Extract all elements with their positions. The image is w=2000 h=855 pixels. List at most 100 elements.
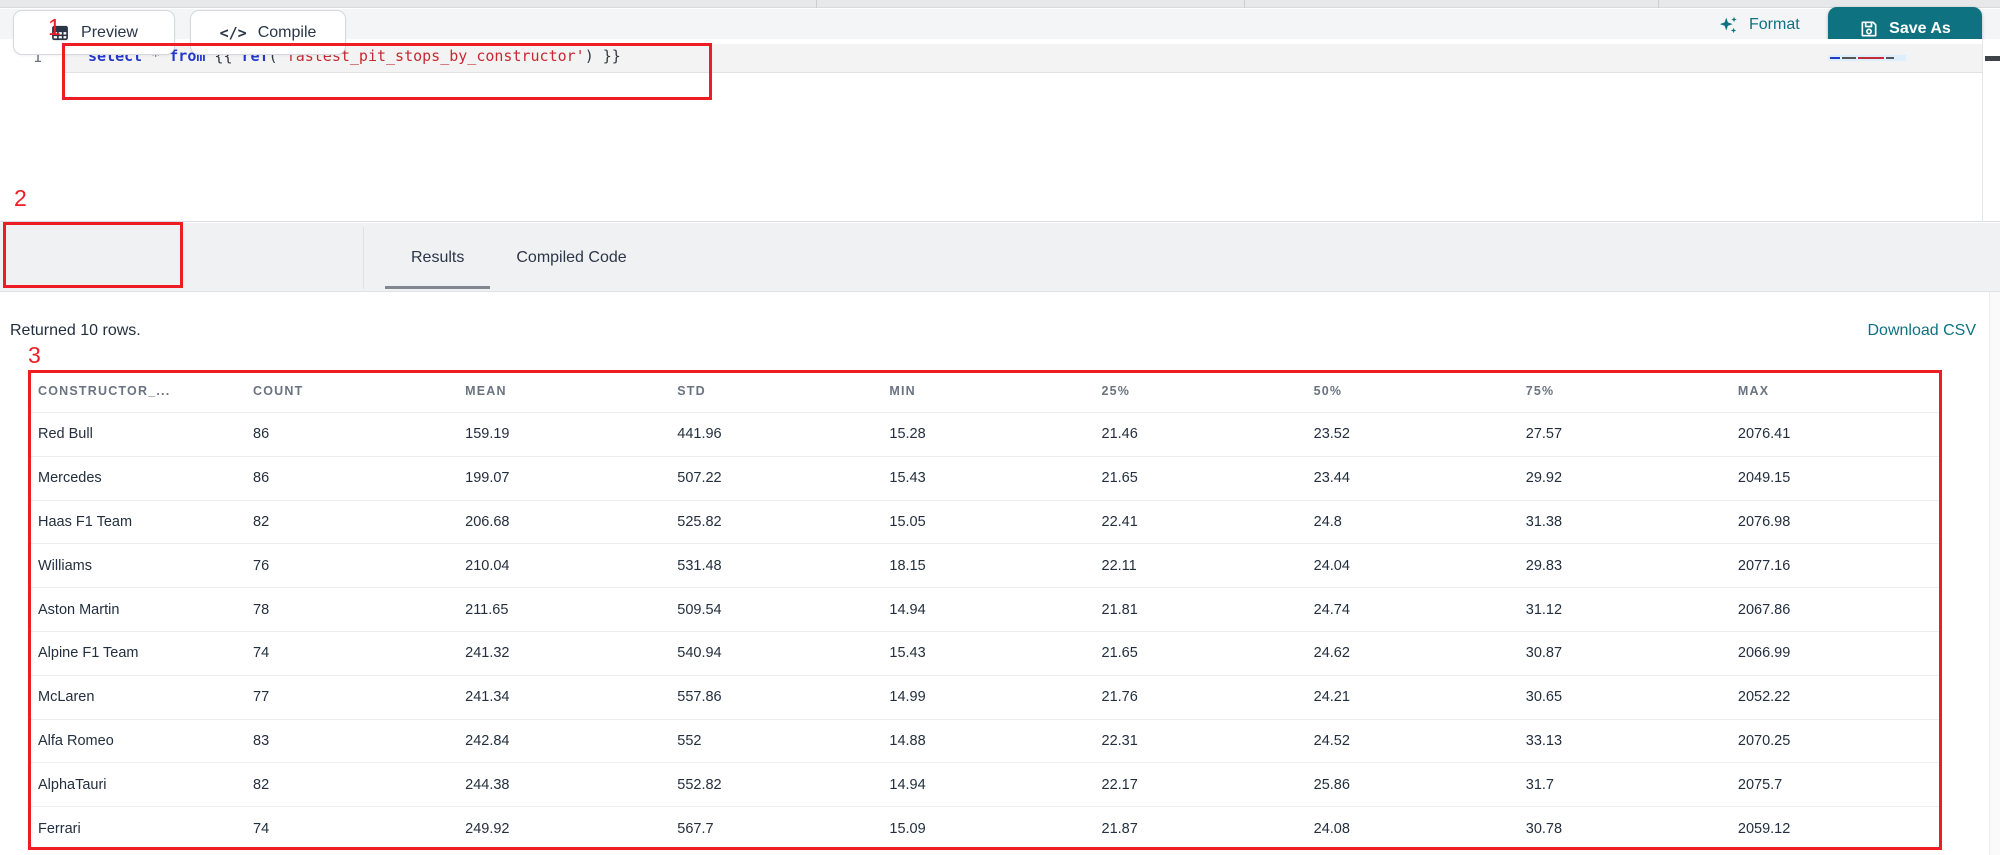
format-button[interactable]: Format	[1718, 12, 1800, 38]
table-cell: 241.34	[457, 674, 670, 719]
table-cell: 15.05	[881, 499, 1094, 544]
table-cell: 2070.25	[1729, 718, 1942, 763]
minimap-segment	[1858, 57, 1884, 59]
table-cell: 15.28	[881, 412, 1094, 456]
table-cell: 24.04	[1305, 543, 1518, 587]
cell-constructor: Williams	[30, 543, 245, 587]
cell-constructor: Alpine F1 Team	[30, 630, 245, 675]
results-scrollbar-track[interactable]	[1989, 292, 2000, 855]
table-cell: 23.44	[1305, 455, 1518, 500]
table-grid-icon	[50, 23, 70, 43]
table-cell: 2059.12	[1729, 806, 1942, 850]
table-cell: 24.8	[1305, 499, 1518, 544]
table-cell: 29.92	[1517, 455, 1730, 500]
table-cell: 21.81	[1093, 587, 1306, 631]
table-cell: 33.13	[1517, 718, 1730, 763]
results-toolbar	[0, 223, 2000, 292]
table-cell: 557.86	[669, 674, 882, 719]
code-token: )	[584, 47, 594, 65]
code-token: }}	[593, 47, 621, 65]
cell-constructor: Mercedes	[30, 455, 245, 500]
table-cell: 74	[245, 806, 458, 850]
tab-strip-separator	[816, 0, 817, 8]
table-cell: 242.84	[457, 718, 670, 763]
results-info-bar	[0, 292, 2000, 370]
returned-rows-status: Returned 10 rows.	[10, 322, 141, 339]
table-cell: 78	[245, 587, 458, 631]
table-cell: 82	[245, 762, 458, 806]
table-cell: 507.22	[669, 455, 882, 500]
column-header: 50%	[1313, 384, 1343, 398]
table-cell: 21.46	[1093, 412, 1306, 456]
table-cell: 30.65	[1517, 674, 1730, 719]
save-as-label: Save As	[1889, 19, 1951, 37]
column-header: STD	[677, 384, 706, 398]
table-cell: 531.48	[669, 543, 882, 587]
tab-compiled-code[interactable]: Compiled Code	[516, 248, 627, 266]
cell-constructor: Aston Martin	[30, 587, 245, 631]
table-cell: 2067.86	[1729, 587, 1942, 631]
download-csv-link[interactable]: Download CSV	[1867, 322, 1977, 339]
table-cell: 24.62	[1305, 630, 1518, 675]
table-cell: 77	[245, 674, 458, 719]
cell-constructor: Alfa Romeo	[30, 718, 245, 763]
table-cell: 2066.99	[1729, 630, 1942, 675]
minimap-segment	[1886, 57, 1894, 59]
table-cell: 27.57	[1517, 412, 1730, 456]
table-cell: 2077.16	[1729, 543, 1942, 587]
results-tab-bar: Results Compiled Code	[385, 223, 653, 292]
cell-constructor: Ferrari	[30, 806, 245, 850]
tab-results[interactable]: Results	[385, 223, 491, 292]
minimap-segment	[1842, 57, 1856, 59]
cell-constructor: Haas F1 Team	[30, 499, 245, 544]
window-tab-strip	[0, 0, 2000, 8]
table-cell: 2076.41	[1729, 412, 1942, 456]
table-cell: 76	[245, 543, 458, 587]
column-header: COUNT	[253, 384, 304, 398]
table-cell: 86	[245, 412, 458, 456]
table-cell: 552.82	[669, 762, 882, 806]
column-header: 75%	[1525, 384, 1555, 398]
cell-constructor: McLaren	[30, 674, 245, 719]
table-cell: 29.83	[1517, 543, 1730, 587]
table-cell: 22.11	[1093, 543, 1306, 587]
table-cell: 199.07	[457, 455, 670, 500]
table-cell: 2049.15	[1729, 455, 1942, 500]
sql-code-line[interactable]: select * from {{ ref('fastest_pit_stops_…	[88, 47, 621, 65]
table-cell: 2076.98	[1729, 499, 1942, 544]
minimap-divider	[1982, 39, 1983, 222]
table-cell: 21.87	[1093, 806, 1306, 850]
sparkles-icon	[1718, 14, 1740, 36]
table-cell: 509.54	[669, 587, 882, 631]
preview-button[interactable]: Preview	[13, 10, 175, 55]
table-cell: 14.99	[881, 674, 1094, 719]
table-cell: 525.82	[669, 499, 882, 544]
table-cell: 206.68	[457, 499, 670, 544]
table-cell: 21.76	[1093, 674, 1306, 719]
editor-scrollbar-thumb[interactable]	[1985, 56, 2000, 61]
table-cell: 14.94	[881, 762, 1094, 806]
code-token: *	[151, 47, 161, 65]
table-cell: 244.38	[457, 762, 670, 806]
editor-current-line-highlight	[62, 44, 1982, 73]
table-cell: 30.87	[1517, 630, 1730, 675]
cell-constructor: Red Bull	[30, 412, 245, 456]
table-cell: 24.52	[1305, 718, 1518, 763]
table-cell: 2075.7	[1729, 762, 1942, 806]
tab-strip-separator	[1244, 0, 1245, 8]
table-cell: 31.7	[1517, 762, 1730, 806]
code-minimap	[1828, 55, 1906, 61]
table-cell: 15.43	[881, 630, 1094, 675]
table-cell: 30.78	[1517, 806, 1730, 850]
compile-button[interactable]: </> Compile	[190, 10, 346, 55]
table-cell: 24.21	[1305, 674, 1518, 719]
table-cell: 74	[245, 630, 458, 675]
table-cell: 15.43	[881, 455, 1094, 500]
table-cell: 22.31	[1093, 718, 1306, 763]
table-cell: 2052.22	[1729, 674, 1942, 719]
cell-constructor: AlphaTauri	[30, 762, 245, 806]
table-cell: 25.86	[1305, 762, 1518, 806]
table-cell: 14.88	[881, 718, 1094, 763]
table-cell: 21.65	[1093, 630, 1306, 675]
table-cell: 22.41	[1093, 499, 1306, 544]
